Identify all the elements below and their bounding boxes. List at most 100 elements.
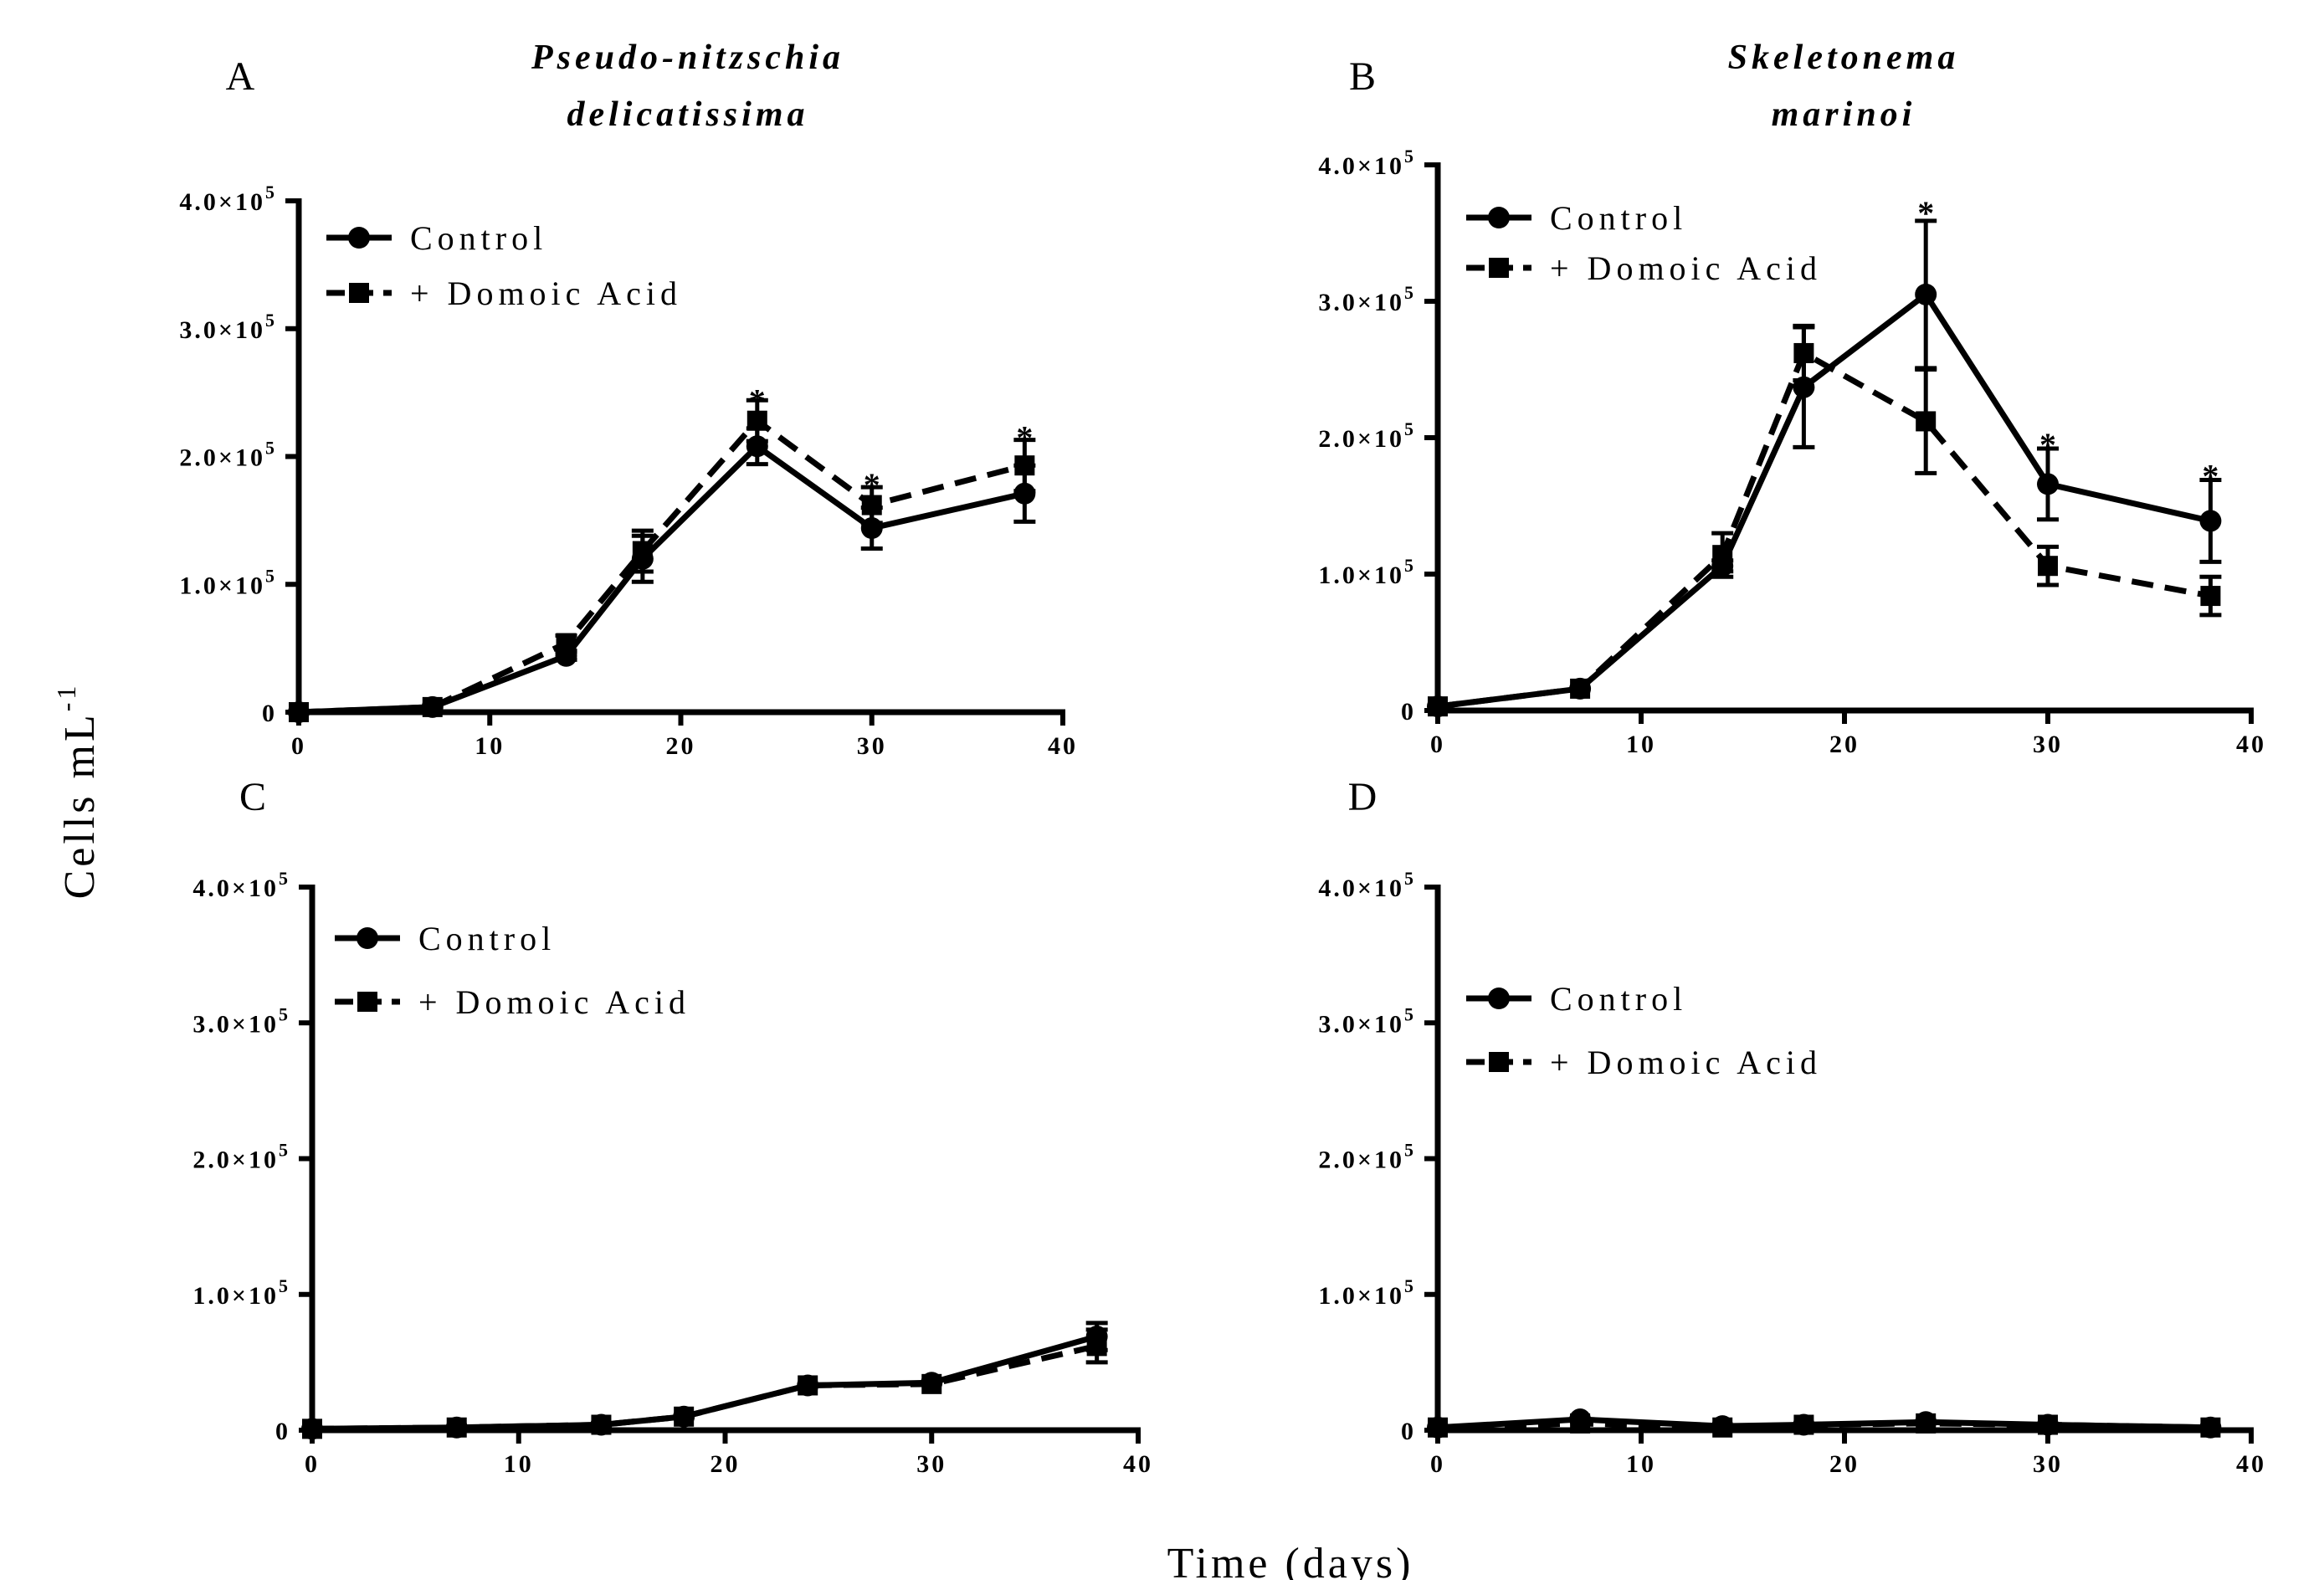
x-axis-title: Time (days): [1167, 1540, 1414, 1580]
point-control-d-day-18: [1793, 1413, 1815, 1436]
legend-a: Control + Domoic Acid: [326, 219, 677, 312]
point-control-c-day-30: [921, 1372, 943, 1394]
panel-title-b-line-1: Skeletonema: [1728, 38, 1960, 77]
y-tick-exponent-d-400000: 5: [1404, 868, 1416, 889]
y-tick-exponent-b-400000: 5: [1404, 146, 1416, 167]
legend-marker-domoic-acid-d: [1489, 1052, 1509, 1072]
legend-label-domoic-acid-d: + Domoic Acid: [1550, 1044, 1822, 1081]
panel-title-b-line-2: marinoi: [1772, 95, 1916, 134]
y-tick-exponent-a-100000: 5: [265, 565, 277, 586]
x-tick-label-a-10: 10: [475, 732, 505, 760]
point-control-a-day-7: [421, 695, 444, 718]
y-tick-exponent-a-200000: 5: [265, 438, 277, 459]
significance-star-b-day-38: *: [2202, 458, 2219, 495]
legend-label-domoic-acid-b: + Domoic Acid: [1550, 249, 1822, 287]
x-tick-label-b-40: 40: [2236, 731, 2266, 758]
series-control-a: [288, 426, 1036, 723]
x-tick-label-b-30: 30: [2033, 731, 2063, 758]
x-tick-label-d-20: 20: [1829, 1450, 1860, 1478]
point-control-d-day-7: [1569, 1408, 1592, 1431]
x-tick-label-b-20: 20: [1829, 731, 1860, 758]
point-domoic-acid-b-day-38: [2200, 586, 2221, 607]
y-tick-label-c-0: 0: [275, 1418, 290, 1445]
series-control-c: [301, 1321, 1108, 1440]
significance-star-a-day-38: *: [1016, 419, 1033, 457]
y-tick-exponent-c-200000: 5: [279, 1140, 290, 1161]
point-control-d-day-30: [2037, 1413, 2059, 1436]
significance-star-a-day-24: *: [749, 382, 766, 419]
y-tick-exponent-a-400000: 5: [265, 182, 277, 203]
point-domoic-acid-a-day-24: [746, 410, 767, 431]
legend-marker-domoic-acid-a: [349, 283, 369, 303]
series-control-d: [1427, 1408, 2222, 1439]
x-tick-label-d-40: 40: [2236, 1450, 2266, 1478]
legend-marker-domoic-acid-b: [1489, 258, 1509, 278]
point-control-a-day-24: [746, 435, 768, 458]
x-tick-label-a-40: 40: [1048, 732, 1078, 760]
point-control-a-day-0: [288, 701, 310, 723]
y-tick-label-d-0: 0: [1401, 1418, 1416, 1445]
y-tick-exponent-c-100000: 5: [279, 1275, 290, 1296]
point-control-a-day-14: [555, 644, 577, 667]
point-control-b-day-0: [1427, 695, 1449, 718]
legend-b: Control + Domoic Acid: [1466, 199, 1822, 287]
x-tick-label-c-20: 20: [711, 1450, 741, 1478]
point-control-c-day-38: [1085, 1326, 1108, 1348]
significance-star-b-day-30: *: [2039, 426, 2056, 464]
point-control-d-day-38: [2199, 1416, 2222, 1439]
point-control-a-day-30: [860, 517, 883, 540]
point-domoic-acid-b-day-24: [1916, 411, 1937, 432]
y-tick-exponent-d-100000: 5: [1404, 1275, 1416, 1296]
point-control-b-day-18: [1793, 376, 1815, 398]
x-tick-label-b-10: 10: [1626, 731, 1656, 758]
point-domoic-acid-b-day-30: [2038, 556, 2058, 577]
y-axis-title-text: Cells mL: [56, 711, 104, 899]
x-tick-label-a-30: 30: [857, 732, 887, 760]
panel-d: D0 10 20 30 4001.0×1052.0×1053.0×1054.0×105C…: [1318, 775, 2266, 1478]
point-control-c-day-0: [301, 1418, 323, 1440]
significance-star-b-day-24: *: [1917, 194, 1934, 232]
legend-marker-control-a: [348, 227, 370, 249]
significance-star-a-day-30: *: [864, 466, 880, 504]
y-tick-exponent-b-200000: 5: [1404, 418, 1416, 439]
point-control-c-day-18: [673, 1405, 695, 1428]
legend-c: Control + Domoic Acid: [335, 920, 685, 1021]
point-control-c-day-7: [445, 1416, 468, 1439]
y-tick-exponent-c-400000: 5: [279, 868, 290, 889]
x-tick-label-a-20: 20: [666, 732, 696, 760]
x-tick-label-d-10: 10: [1626, 1450, 1656, 1478]
panel-title-a-line-1: Pseudo-nitzschia: [531, 38, 844, 77]
point-control-a-day-38: [1013, 482, 1036, 505]
y-tick-label-b-0: 0: [1401, 698, 1416, 726]
point-control-a-day-18: [631, 547, 654, 570]
x-tick-label-c-10: 10: [504, 1450, 534, 1478]
panel-letter-b: B: [1349, 54, 1376, 99]
x-tick-label-c-0: 0: [305, 1450, 320, 1478]
point-control-b-day-24: [1915, 283, 1937, 305]
point-control-b-day-14: [1711, 555, 1734, 577]
x-tick-label-c-30: 30: [916, 1450, 947, 1478]
legend-label-control-d: Control: [1550, 980, 1687, 1018]
y-axis-title: Cells mL-1: [51, 683, 104, 900]
y-tick-exponent-c-300000: 5: [279, 1003, 290, 1024]
panel-title-a-line-2: delicatissima: [567, 95, 809, 134]
y-axis-title-superscript: -1: [51, 683, 81, 712]
point-control-d-day-24: [1915, 1411, 1937, 1434]
point-control-d-day-0: [1427, 1416, 1449, 1439]
legend-d: Control + Domoic Acid: [1466, 980, 1822, 1081]
point-control-b-day-38: [2199, 510, 2222, 532]
point-control-c-day-14: [590, 1413, 613, 1436]
panel-a: A Pseudo-nitzschia delicatissima 0 10 20 30 40 0…: [179, 38, 1078, 760]
y-tick-exponent-b-300000: 5: [1404, 282, 1416, 303]
x-tick-label-b-0: 0: [1430, 731, 1445, 758]
y-tick-exponent-d-200000: 5: [1404, 1140, 1416, 1161]
legend-label-control-c: Control: [418, 920, 556, 957]
legend-marker-control-c: [357, 927, 378, 949]
panel-letter-a: A: [226, 54, 255, 99]
legend-label-control-a: Control: [410, 219, 547, 257]
panels: A Pseudo-nitzschia delicatissima 0 10 20 30 40 0…: [179, 38, 2266, 1478]
x-tick-label-a-0: 0: [291, 732, 306, 760]
